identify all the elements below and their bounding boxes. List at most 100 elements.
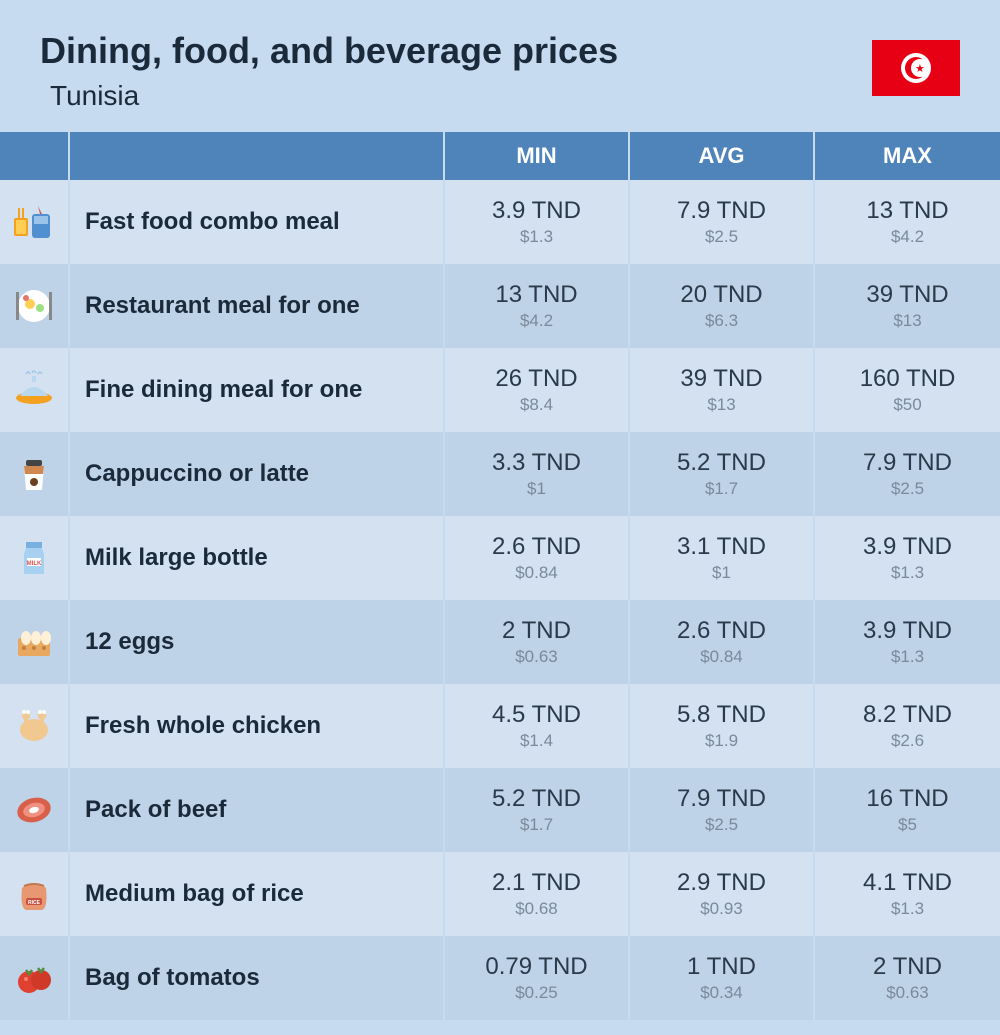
fine-dining-icon	[0, 348, 70, 432]
price-usd: $1	[712, 563, 731, 583]
price-min: 3.9 TND$1.3	[445, 180, 630, 264]
price-avg: 7.9 TND$2.5	[630, 768, 815, 852]
price-usd: $2.5	[705, 227, 738, 247]
price-usd: $1.7	[705, 479, 738, 499]
table-row: Milk large bottle2.6 TND$0.843.1 TND$13.…	[0, 516, 1000, 600]
price-usd: $0.84	[515, 563, 558, 583]
price-usd: $0.63	[886, 983, 929, 1003]
price-usd: $1.7	[520, 815, 553, 835]
price-usd: $6.3	[705, 311, 738, 331]
price-max: 3.9 TND$1.3	[815, 516, 1000, 600]
col-avg-header: AVG	[630, 132, 815, 180]
price-min: 3.3 TND$1	[445, 432, 630, 516]
price-usd: $1.4	[520, 731, 553, 751]
header-text: Dining, food, and beverage prices Tunisi…	[40, 30, 618, 112]
price-local: 7.9 TND	[677, 785, 766, 813]
price-avg: 2.6 TND$0.84	[630, 600, 815, 684]
price-local: 13 TND	[866, 197, 948, 225]
price-usd: $8.4	[520, 395, 553, 415]
table-row: Bag of tomatos0.79 TND$0.251 TND$0.342 T…	[0, 936, 1000, 1020]
restaurant-icon	[0, 264, 70, 348]
price-usd: $1.3	[891, 899, 924, 919]
price-usd: $13	[707, 395, 735, 415]
price-usd: $1.3	[520, 227, 553, 247]
table-row: Restaurant meal for one13 TND$4.220 TND$…	[0, 264, 1000, 348]
price-min: 13 TND$4.2	[445, 264, 630, 348]
item-name: Restaurant meal for one	[70, 264, 445, 348]
price-local: 5.2 TND	[492, 785, 581, 813]
price-local: 7.9 TND	[677, 197, 766, 225]
table-header: MIN AVG MAX	[0, 132, 1000, 180]
item-name: Fine dining meal for one	[70, 348, 445, 432]
table-body: Fast food combo meal3.9 TND$1.37.9 TND$2…	[0, 180, 1000, 1020]
price-local: 5.8 TND	[677, 701, 766, 729]
item-name: Bag of tomatos	[70, 936, 445, 1020]
price-usd: $1.3	[891, 647, 924, 667]
tomato-icon	[0, 936, 70, 1020]
price-usd: $2.5	[891, 479, 924, 499]
price-local: 5.2 TND	[677, 449, 766, 477]
price-usd: $2.6	[891, 731, 924, 751]
price-min: 4.5 TND$1.4	[445, 684, 630, 768]
price-usd: $1.9	[705, 731, 738, 751]
price-local: 26 TND	[495, 365, 577, 393]
coffee-icon	[0, 432, 70, 516]
col-min-header: MIN	[445, 132, 630, 180]
table-row: Cappuccino or latte3.3 TND$15.2 TND$1.77…	[0, 432, 1000, 516]
price-avg: 2.9 TND$0.93	[630, 852, 815, 936]
price-min: 2.6 TND$0.84	[445, 516, 630, 600]
price-usd: $0.63	[515, 647, 558, 667]
item-name: Fresh whole chicken	[70, 684, 445, 768]
price-avg: 5.8 TND$1.9	[630, 684, 815, 768]
price-max: 8.2 TND$2.6	[815, 684, 1000, 768]
fast-food-icon	[0, 180, 70, 264]
price-min: 26 TND$8.4	[445, 348, 630, 432]
price-avg: 39 TND$13	[630, 348, 815, 432]
table-row: Fresh whole chicken4.5 TND$1.45.8 TND$1.…	[0, 684, 1000, 768]
item-name: Milk large bottle	[70, 516, 445, 600]
price-local: 7.9 TND	[863, 449, 952, 477]
milk-icon	[0, 516, 70, 600]
price-max: 2 TND$0.63	[815, 936, 1000, 1020]
price-local: 20 TND	[680, 281, 762, 309]
item-name: Cappuccino or latte	[70, 432, 445, 516]
price-avg: 3.1 TND$1	[630, 516, 815, 600]
price-local: 0.79 TND	[485, 953, 587, 981]
col-max-header: MAX	[815, 132, 1000, 180]
price-usd: $4.2	[891, 227, 924, 247]
price-local: 13 TND	[495, 281, 577, 309]
price-usd: $0.34	[700, 983, 743, 1003]
price-max: 7.9 TND$2.5	[815, 432, 1000, 516]
price-avg: 5.2 TND$1.7	[630, 432, 815, 516]
price-max: 39 TND$13	[815, 264, 1000, 348]
price-local: 3.9 TND	[863, 617, 952, 645]
price-usd: $2.5	[705, 815, 738, 835]
price-local: 2.6 TND	[492, 533, 581, 561]
price-avg: 20 TND$6.3	[630, 264, 815, 348]
price-local: 4.1 TND	[863, 869, 952, 897]
price-max: 16 TND$5	[815, 768, 1000, 852]
table-row: Fast food combo meal3.9 TND$1.37.9 TND$2…	[0, 180, 1000, 264]
price-min: 2.1 TND$0.68	[445, 852, 630, 936]
price-local: 3.9 TND	[863, 533, 952, 561]
price-max: 4.1 TND$1.3	[815, 852, 1000, 936]
price-avg: 7.9 TND$2.5	[630, 180, 815, 264]
price-usd: $1.3	[891, 563, 924, 583]
price-local: 16 TND	[866, 785, 948, 813]
item-name: 12 eggs	[70, 600, 445, 684]
price-local: 2.1 TND	[492, 869, 581, 897]
price-usd: $50	[893, 395, 921, 415]
price-local: 3.3 TND	[492, 449, 581, 477]
rice-icon	[0, 852, 70, 936]
table-row: Medium bag of rice2.1 TND$0.682.9 TND$0.…	[0, 852, 1000, 936]
price-table: MIN AVG MAX Fast food combo meal3.9 TND$…	[0, 132, 1000, 1020]
price-local: 39 TND	[866, 281, 948, 309]
col-name-header	[70, 132, 445, 180]
price-min: 5.2 TND$1.7	[445, 768, 630, 852]
table-row: Fine dining meal for one26 TND$8.439 TND…	[0, 348, 1000, 432]
price-usd: $0.25	[515, 983, 558, 1003]
price-usd: $0.93	[700, 899, 743, 919]
price-local: 160 TND	[860, 365, 956, 393]
price-usd: $13	[893, 311, 921, 331]
price-usd: $1	[527, 479, 546, 499]
